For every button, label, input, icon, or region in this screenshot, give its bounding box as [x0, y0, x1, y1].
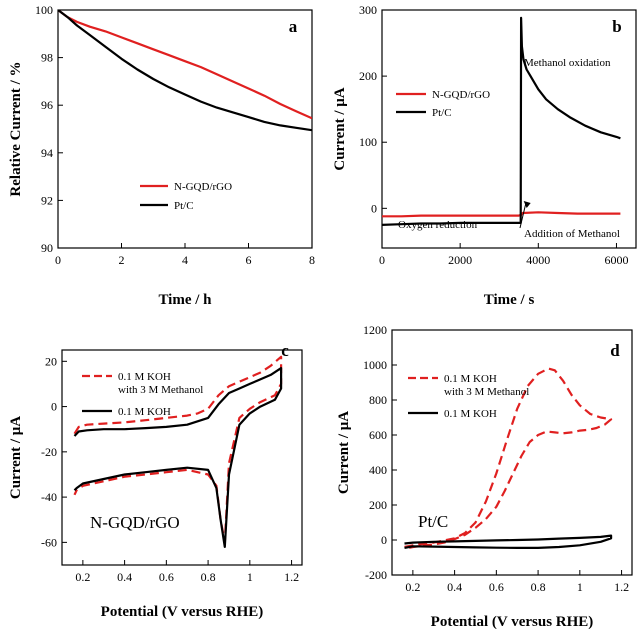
y-tick-label: 600	[369, 428, 387, 442]
y-tick-label: 200	[369, 498, 387, 512]
x-tick-label: 6	[246, 253, 252, 267]
x-tick-label: 0.2	[405, 580, 420, 594]
panel-letter: b	[612, 17, 621, 36]
y-axis-label: Current / μA	[332, 87, 348, 170]
y-tick-label: 90	[41, 241, 53, 255]
x-tick-label: 8	[309, 253, 315, 267]
series-line	[58, 10, 312, 132]
annotation-addition-of-methanol: Addition of Methanol	[524, 228, 620, 240]
legend-label: 0.1 M KOH	[444, 408, 497, 420]
annotation-oxygen-reduction: Oxygen reduction	[398, 219, 478, 231]
y-tick-label: 200	[359, 69, 377, 83]
y-tick-label: 100	[35, 3, 53, 17]
x-axis-label: Time / h	[158, 292, 212, 308]
plot-frame	[61, 349, 303, 566]
legend-label: Pt/C	[174, 200, 194, 212]
panel-c: 0.2 0.4 0.6 0.8 1 1.2 -60 -40 -20 0 20 Potential (V…	[8, 341, 303, 620]
legend-label: Pt/C	[432, 107, 452, 119]
x-tick-label: 0.8	[201, 570, 216, 584]
x-tick-label: 0.8	[531, 580, 546, 594]
annotation-arrow	[519, 203, 527, 229]
legend: N-GQD/rGO Pt/C	[140, 181, 232, 212]
y-tick-label: 98	[41, 51, 53, 65]
y-tick-label: 0	[371, 201, 377, 215]
x-tick-label: 0.2	[75, 570, 90, 584]
panel-b: 0 2000 4000 6000 0 100 200 300 Time / s Current /…	[332, 3, 637, 308]
y-tick-label: -60	[41, 535, 57, 549]
x-tick-label: 0.6	[489, 580, 504, 594]
x-tick-label: 0.6	[159, 570, 174, 584]
y-tick-label: 94	[41, 146, 53, 160]
y-tick-label: 100	[359, 135, 377, 149]
series-line	[73, 367, 283, 548]
arrow-head	[523, 201, 531, 208]
annotation-sample: Pt/C	[418, 512, 448, 531]
legend-label: 0.1 M KOH	[118, 371, 171, 383]
x-tick-label: 0.4	[447, 580, 462, 594]
legend-label: with 3 M Methanol	[118, 384, 203, 396]
annotation-methanol-oxidation: Methanol oxidation	[524, 57, 611, 69]
x-tick-label: 1	[577, 580, 583, 594]
y-tick-label: 92	[41, 193, 53, 207]
x-tick-label: 0.4	[117, 570, 132, 584]
x-tick-label: 0	[379, 253, 385, 267]
y-tick-label: 300	[359, 3, 377, 17]
x-axis-label: Potential (V versus RHE)	[101, 604, 264, 620]
annotation-sample: N-GQD/rGO	[90, 513, 180, 532]
y-tick-label: 1000	[363, 358, 387, 372]
series-line	[382, 16, 621, 226]
plot-frame	[57, 9, 313, 249]
y-tick-label: 0	[381, 533, 387, 547]
legend-label: N-GQD/rGO	[174, 181, 232, 193]
y-axis-label: Current / μA	[336, 411, 352, 494]
legend-label: 0.1 M KOH	[118, 406, 171, 418]
x-tick-label: 4	[182, 253, 188, 267]
legend-label: N-GQD/rGO	[432, 89, 490, 101]
plot-frame	[391, 329, 633, 576]
series-line	[382, 211, 621, 218]
legend-label: with 3 M Methanol	[444, 386, 529, 398]
y-axis-label: Current / μA	[8, 416, 24, 499]
panel-letter: d	[610, 341, 620, 360]
y-tick-label: 1200	[363, 323, 387, 337]
panel-a: 0 2 4 6 8 90 92 94 96 98 100 Time / h Relative Curre…	[8, 3, 315, 308]
x-tick-label: 1	[247, 570, 253, 584]
x-tick-label: 0	[55, 253, 61, 267]
y-tick-label: 96	[41, 98, 53, 112]
y-tick-label: -200	[365, 568, 387, 582]
plot-frame	[381, 9, 637, 249]
y-tick-label: 400	[369, 463, 387, 477]
x-tick-label: 2	[119, 253, 125, 267]
panel-letter: c	[281, 341, 289, 360]
series-line	[404, 534, 613, 549]
x-tick-label: 1.2	[614, 580, 629, 594]
x-tick-label: 1.2	[284, 570, 299, 584]
y-tick-label: -20	[41, 445, 57, 459]
panel-letter: a	[289, 17, 298, 36]
x-axis-label: Time / s	[484, 292, 535, 308]
x-tick-label: 4000	[526, 253, 550, 267]
x-axis-label: Potential (V versus RHE)	[431, 614, 594, 630]
y-tick-label: 0	[51, 400, 57, 414]
legend-label: 0.1 M KOH	[444, 373, 497, 385]
legend: N-GQD/rGO Pt/C	[396, 89, 490, 119]
x-tick-label: 2000	[448, 253, 472, 267]
y-tick-label: 800	[369, 393, 387, 407]
panel-d: 0.2 0.4 0.6 0.8 1 1.2 -200 0 200 400 600 800 1000 120…	[336, 323, 633, 630]
series-line	[58, 10, 312, 120]
y-tick-label: 20	[45, 354, 57, 368]
y-tick-label: -40	[41, 490, 57, 504]
y-axis-label: Relative Current / %	[8, 61, 24, 196]
x-tick-label: 6000	[604, 253, 628, 267]
